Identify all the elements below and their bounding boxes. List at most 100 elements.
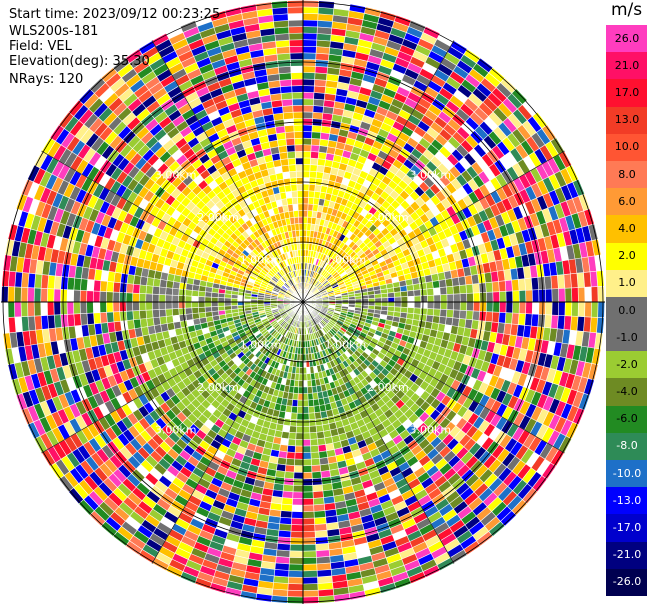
radar-gate <box>275 471 285 478</box>
radar-gate <box>142 327 149 336</box>
radar-gate <box>80 302 86 314</box>
radar-gate <box>225 298 231 302</box>
radar-gate <box>556 329 564 343</box>
radar-gate <box>318 589 334 596</box>
radar-gate <box>329 134 339 142</box>
radar-gate <box>491 322 498 333</box>
radar-gate <box>472 274 479 284</box>
radar-gate <box>317 438 325 445</box>
radar-gate <box>87 279 94 291</box>
radar-gate <box>465 319 472 328</box>
radar-gate <box>167 281 174 289</box>
radar-gate <box>262 555 276 563</box>
radar-gate <box>333 488 344 496</box>
radar-gate <box>87 313 94 325</box>
radar-gate <box>290 551 303 557</box>
radar-gate <box>288 584 303 590</box>
radar-gate <box>308 393 313 399</box>
radar-gate <box>334 495 345 503</box>
radar-gate <box>324 100 335 107</box>
radar-gate <box>34 302 40 316</box>
radar-gate <box>88 268 95 280</box>
radar-gate <box>279 524 291 531</box>
radar-gate <box>15 272 22 287</box>
radar-gate <box>313 99 324 106</box>
radar-gate <box>130 338 138 348</box>
radar-gate <box>509 257 517 269</box>
radar-gate <box>173 315 180 322</box>
radar-gate <box>282 498 293 505</box>
radar-gate <box>293 492 303 498</box>
radar-gate <box>327 529 340 537</box>
radar-gate <box>262 488 273 496</box>
radar-gate <box>48 275 55 289</box>
radar-gate <box>565 302 571 316</box>
radar-gate <box>257 467 267 475</box>
radar-gate <box>289 571 303 577</box>
radar-gate <box>575 258 583 273</box>
radar-gate <box>314 80 326 87</box>
radar-gate <box>199 302 205 308</box>
radar-gate <box>314 504 325 511</box>
radar-gate <box>317 34 331 41</box>
radar-gate <box>327 450 336 457</box>
radar-gate <box>173 309 179 316</box>
radar-gate <box>314 86 326 93</box>
radar-gate <box>487 302 493 312</box>
radar-gate <box>408 296 414 302</box>
radar-gate <box>303 486 313 492</box>
radar-gate <box>29 259 37 274</box>
radar-gate <box>324 497 335 504</box>
radar-gate <box>272 596 288 603</box>
radar-gate <box>303 191 309 197</box>
radar-gate <box>496 333 504 344</box>
radar-gate <box>303 40 317 46</box>
radar-gate <box>310 433 317 440</box>
radar-gate <box>15 287 21 302</box>
radar-gate <box>303 512 314 518</box>
radar-gate <box>558 315 565 329</box>
radar-gate <box>459 276 466 285</box>
radar-gate <box>491 271 498 282</box>
radar-gate <box>322 484 333 491</box>
radar-gate <box>428 302 434 309</box>
radar-gate <box>545 315 552 328</box>
radar-gate <box>75 266 82 279</box>
radar-gate <box>297 414 303 420</box>
radar-gate <box>29 330 37 345</box>
radar-gate <box>466 284 473 293</box>
radar-gate <box>316 172 323 179</box>
radar-gate <box>325 87 337 94</box>
radar-gate <box>303 505 314 511</box>
radar-gate <box>283 425 290 432</box>
radar-gate <box>492 282 499 293</box>
radar-gate <box>559 288 565 302</box>
radar-gate <box>434 302 440 309</box>
radar-gate <box>28 273 35 288</box>
radar-gate <box>303 545 316 551</box>
radar-gate <box>303 7 318 13</box>
radar-gate <box>319 1 335 8</box>
radar-gate <box>186 290 192 297</box>
radar-gate <box>440 287 447 295</box>
radar-gate <box>67 302 73 314</box>
radar-gate <box>81 279 88 291</box>
radar-gate <box>584 317 591 332</box>
radar-gate <box>588 332 596 348</box>
radar-gate <box>148 269 155 278</box>
radar-gate <box>457 268 464 277</box>
radar-gate <box>598 286 604 302</box>
radar-gate <box>451 326 458 335</box>
radar-gate <box>96 258 104 270</box>
radar-gate <box>303 532 315 538</box>
radar-gate <box>319 596 335 603</box>
radar-gate <box>140 310 147 319</box>
radar-gate <box>205 302 211 307</box>
radar-gate <box>295 453 303 459</box>
radar-gate <box>303 591 318 597</box>
radar-gate <box>564 316 571 330</box>
radar-gate <box>147 277 154 286</box>
radar-gate <box>327 68 340 76</box>
radar-gate <box>313 498 324 505</box>
